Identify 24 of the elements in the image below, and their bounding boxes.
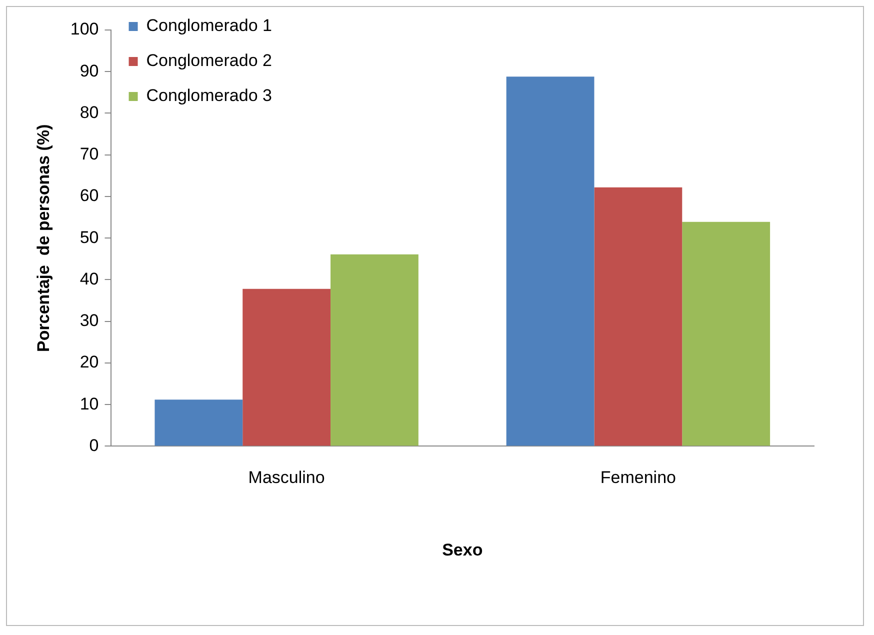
y-tick-label: 80: [80, 102, 99, 122]
bar: [506, 76, 594, 446]
y-tick-label: 90: [80, 61, 99, 80]
bar: [682, 222, 770, 446]
y-tick-label: 10: [80, 394, 99, 414]
bar: [154, 400, 243, 446]
y-tick-label: 0: [89, 436, 99, 455]
y-tick-label: 100: [70, 20, 99, 39]
y-tick-label: 60: [80, 186, 99, 206]
legend-label: Conglomerado 1: [146, 16, 272, 36]
y-tick-label: 50: [80, 228, 99, 247]
y-tick-label: 70: [80, 144, 99, 164]
y-tick-label: 30: [80, 311, 99, 330]
x-axis-title: Sexo: [442, 540, 483, 560]
y-tick-label: 20: [80, 352, 99, 372]
legend-label: Conglomerado 2: [146, 51, 272, 70]
bar: [594, 187, 682, 446]
y-axis-title: Porcentaje de personas (%): [34, 124, 53, 352]
bar: [242, 288, 331, 446]
legend-label: Conglomerado 3: [146, 86, 272, 106]
x-tick-label: Masculino: [248, 468, 325, 488]
y-tick-label: 40: [80, 269, 99, 288]
bar: [330, 254, 418, 446]
x-tick-label: Femenino: [600, 468, 676, 488]
